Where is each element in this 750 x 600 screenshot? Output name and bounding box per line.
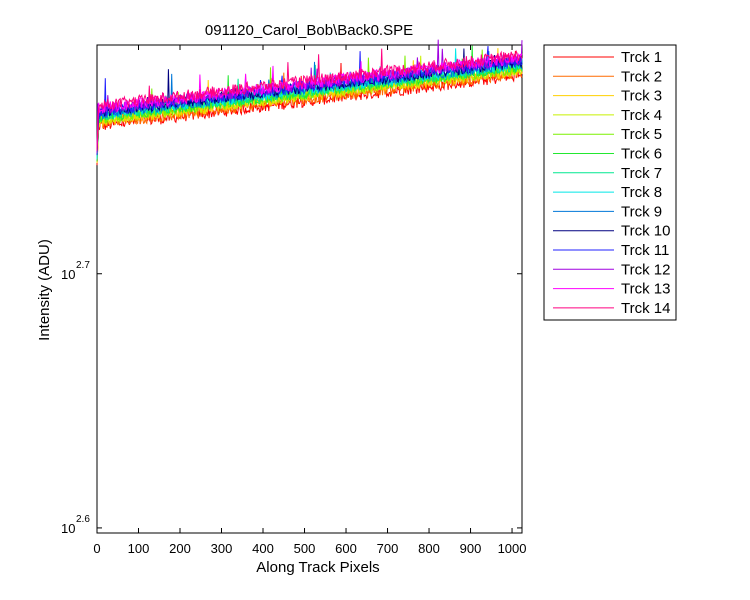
legend-entries: Trck 1 Trck 2 Trck 3 Trck 4 Trck 5 Trck 6 Trck… (553, 49, 670, 317)
legend-label: Trck 10 (621, 223, 670, 240)
legend: Trck 1 Trck 2 Trck 3 Trck 4 Trck 5 Trck 6 Trck… (543, 44, 677, 321)
x-tick-label: 1000 (498, 541, 527, 556)
x-axis: 0 100 200 300 400 500 600 700 800 900 1000 (93, 45, 527, 556)
y-axis-label: Intensity (ADU) (36, 239, 53, 341)
series-layer (96, 39, 523, 166)
legend-label: Trck 3 (621, 88, 662, 105)
x-axis-label: Along Track Pixels (256, 559, 379, 576)
legend-label: Trck 1 (621, 49, 662, 66)
x-tick-label: 0 (93, 541, 100, 556)
legend-label: Trck 5 (621, 126, 662, 143)
legend-label: Trck 8 (621, 184, 662, 201)
y-tick-label-exponent: 2.6 (76, 514, 90, 525)
legend-label: Trck 6 (621, 146, 662, 163)
legend-label: Trck 4 (621, 107, 662, 124)
y-tick-label-exponent: 2.7 (76, 260, 90, 271)
x-tick-label: 800 (418, 541, 440, 556)
x-tick-label: 600 (335, 541, 357, 556)
x-tick-label: 300 (211, 541, 233, 556)
legend-label: Trck 11 (621, 242, 669, 259)
legend-label: Trck 12 (621, 261, 670, 278)
series-line-trck-14 (96, 48, 523, 151)
x-tick-label: 500 (294, 541, 316, 556)
legend-box (543, 44, 677, 321)
x-tick-label: 200 (169, 541, 191, 556)
chart-title: 091120_Carol_Bob\Back0.SPE (205, 22, 413, 39)
legend-label: Trck 13 (621, 281, 670, 298)
y-tick-label-base: 10 (61, 521, 75, 536)
legend-label: Trck 9 (621, 203, 662, 220)
legend-label: Trck 14 (621, 300, 670, 317)
plot-area (96, 44, 523, 534)
y-tick-label-base: 10 (61, 267, 75, 282)
x-tick-label: 400 (252, 541, 274, 556)
x-tick-label: 700 (377, 541, 399, 556)
legend-label: Trck 7 (621, 165, 662, 182)
x-tick-label: 900 (460, 541, 482, 556)
x-tick-label: 100 (128, 541, 150, 556)
legend-label: Trck 2 (621, 68, 662, 85)
